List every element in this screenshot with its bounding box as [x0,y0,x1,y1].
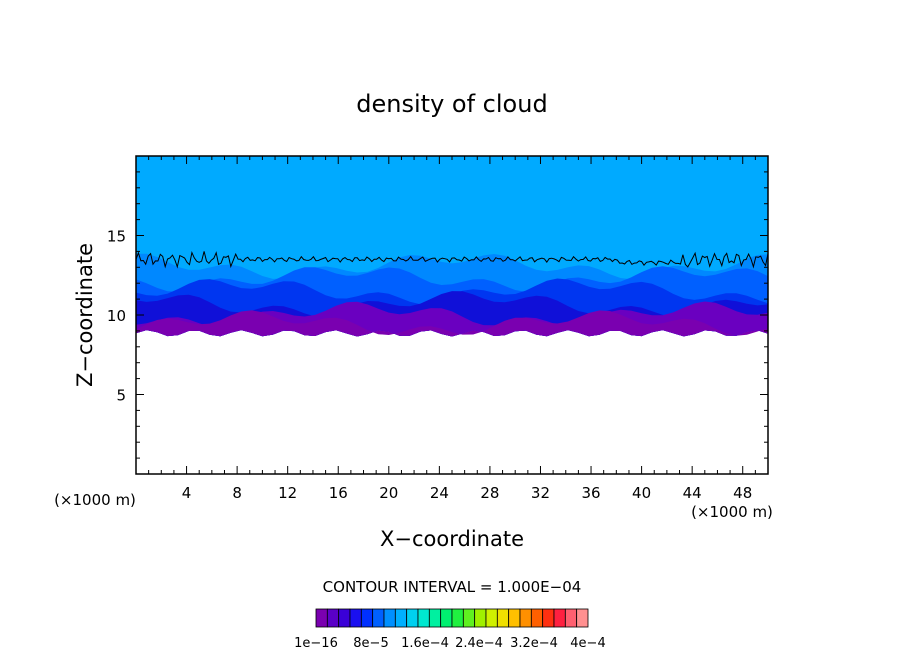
x-tick-label: 40 [632,484,651,502]
colorbar-label: 1e−16 [294,636,338,651]
colorbar-swatch [315,608,328,628]
colorbar-swatch [417,608,430,628]
y-tick-label: 5 [116,387,126,405]
colorbar-swatch [542,608,555,628]
x-axis-label: X−coordinate [380,527,524,551]
contour-interval-note: CONTOUR INTERVAL = 1.000E−04 [323,578,582,596]
colorbar-swatch [451,608,464,628]
x-unit-right: (×1000 m) [691,503,773,521]
colorbar-swatch [338,608,351,628]
colorbar-swatch [462,608,476,628]
colorbar-swatch [406,608,419,628]
chart-title: density of cloud [356,90,547,118]
x-tick-label: 44 [683,484,702,502]
colorbar-swatch [394,608,408,628]
x-tick-label: 4 [182,484,192,502]
y-axis-label: Z−coordinate [73,243,97,387]
colorbar-swatch [576,608,589,628]
colorbar-swatch [360,608,374,628]
x-tick-label: 32 [531,484,550,502]
colorbar-swatch [372,608,385,628]
colorbar-swatch [474,608,487,628]
x-tick-label: 8 [232,484,242,502]
colorbar-swatch [508,608,521,628]
x-tick-label: 24 [430,484,449,502]
colorbar-swatch [519,608,532,628]
x-tick-label: 16 [329,484,348,502]
colorbar [315,608,589,628]
contour-line [136,250,768,269]
y-axis-ticks: 5 10 15 [107,171,768,459]
colorbar-swatch [428,608,442,628]
colorbar-swatch [553,608,566,628]
colorbar-swatch [440,608,453,628]
x-tick-label: 12 [278,484,297,502]
colorbar-labels: 1e−16 8e−5 1.6e−4 2.4e−4 3.2e−4 4e−4 [294,636,606,651]
colorbar-swatch [383,608,396,628]
x-tick-label: 28 [480,484,499,502]
x-tick-label: 20 [379,484,398,502]
colorbar-swatch [349,608,362,628]
colorbar-label: 3.2e−4 [510,636,558,651]
colorbar-swatch [485,608,498,628]
colorbar-label: 1.6e−4 [401,636,449,651]
colorbar-label: 2.4e−4 [455,636,503,651]
y-tick-label: 10 [107,307,126,325]
x-tick-label: 36 [581,484,600,502]
colorbar-swatch [496,608,510,628]
x-tick-label: 48 [733,484,752,502]
cloud-band [136,310,768,337]
y-tick-label: 15 [107,228,126,246]
colorbar-label: 4e−4 [570,636,605,651]
colorbar-swatch [564,608,578,628]
x-unit-left: (×1000 m) [54,491,136,509]
colorbar-swatch [326,608,340,628]
colorbar-swatch [530,608,544,628]
colorbar-label: 8e−5 [353,636,388,651]
cloud-density-field [136,156,768,337]
x-axis-ticks: 4 8 12 16 20 24 28 32 36 40 44 48 [148,156,756,502]
